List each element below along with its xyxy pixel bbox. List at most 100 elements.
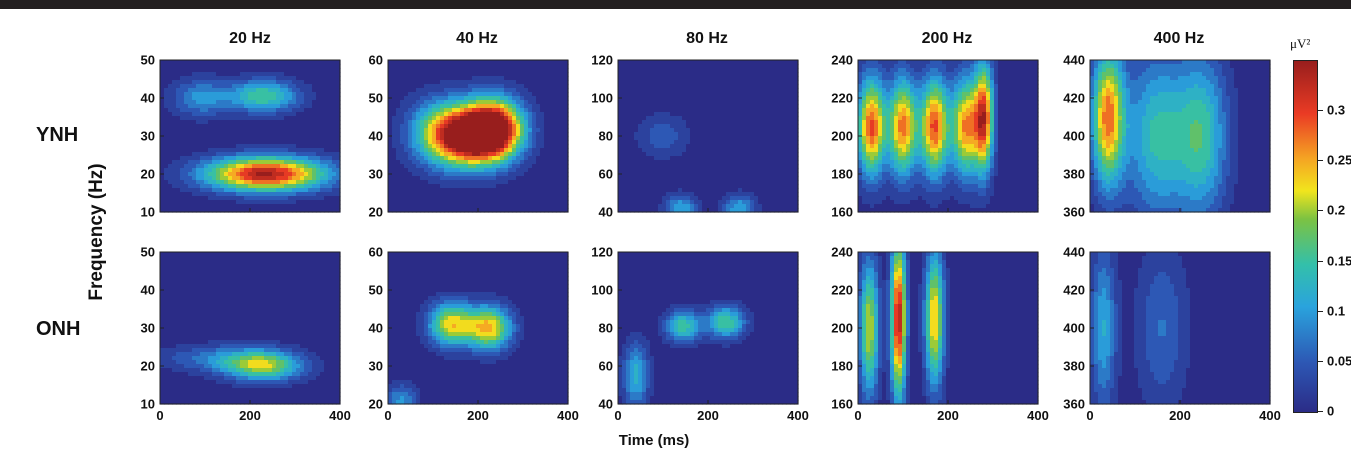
heatmap-cell [666, 144, 671, 149]
heatmap-cell [722, 92, 727, 97]
heatmap-cell [754, 200, 759, 205]
heatmap-cell [730, 84, 735, 89]
heatmap-cell [336, 64, 341, 69]
heatmap-cell [464, 108, 469, 113]
heatmap-cell [512, 60, 517, 65]
heatmap-cell [770, 156, 775, 161]
heatmap-cell [658, 140, 663, 145]
heatmap-cell [678, 136, 683, 141]
heatmap-cell [220, 152, 225, 157]
heatmap-cell [496, 196, 501, 201]
heatmap-cell [248, 188, 253, 193]
heatmap-cell [646, 80, 651, 85]
heatmap-cell [682, 204, 687, 209]
heatmap-cell [738, 192, 743, 197]
heatmap-cell [408, 72, 413, 77]
heatmap-cell [224, 88, 229, 93]
heatmap-cell [268, 172, 273, 177]
heatmap-cell [172, 184, 177, 189]
heatmap-cell [204, 104, 209, 109]
heatmap-cell [308, 112, 313, 117]
heatmap-cell [630, 96, 635, 101]
heatmap-cell [204, 160, 209, 165]
heatmap-cell [200, 104, 205, 109]
heatmap-cell [208, 188, 213, 193]
heatmap-cell [654, 80, 659, 85]
heatmap-cell [532, 140, 537, 145]
heatmap-cell [678, 156, 683, 161]
heatmap-cell [722, 132, 727, 137]
heatmap-cell [188, 156, 193, 161]
heatmap-cell [556, 156, 561, 161]
heatmap-cell [552, 136, 557, 141]
heatmap-cell [650, 124, 655, 129]
heatmap-cell [324, 60, 329, 65]
heatmap-cell [264, 84, 269, 89]
heatmap-cell [316, 132, 321, 137]
heatmap-cell [520, 132, 525, 137]
heatmap-cell [464, 172, 469, 177]
heatmap-cell [244, 140, 249, 145]
heatmap-cell [168, 200, 173, 205]
heatmap-cell [396, 204, 401, 209]
heatmap-cell [706, 192, 711, 197]
heatmap-cell [264, 204, 269, 209]
heatmap-cell [476, 172, 481, 177]
heatmap-cell [204, 92, 209, 97]
heatmap-cell [630, 192, 635, 197]
heatmap-cell [224, 188, 229, 193]
heatmap-cell [670, 76, 675, 81]
heatmap-cell [564, 116, 569, 121]
heatmap-cell [236, 116, 241, 121]
heatmap-cell [288, 168, 293, 173]
heatmap-cell [532, 132, 537, 137]
heatmap-cell [500, 96, 505, 101]
heatmap-cell [718, 168, 723, 173]
heatmap-cell [420, 76, 425, 81]
heatmap-cell [172, 144, 177, 149]
heatmap-cell [484, 176, 489, 181]
heatmap-cell [622, 156, 627, 161]
heatmap-cell [220, 188, 225, 193]
heatmap-cell [324, 68, 329, 73]
heatmap-cell [560, 184, 565, 189]
heatmap-cell [240, 176, 245, 181]
heatmap-cell [650, 140, 655, 145]
heatmap-cell [320, 172, 325, 177]
heatmap-cell [758, 108, 763, 113]
heatmap-cell [432, 200, 437, 205]
heatmap-cell [332, 112, 337, 117]
heatmap-cell [312, 208, 317, 213]
heatmap-cell [432, 140, 437, 145]
heatmap-cell [312, 72, 317, 77]
y-tick-label: 40 [369, 129, 383, 144]
heatmap-cell [284, 88, 289, 93]
heatmap-cell [464, 160, 469, 165]
heatmap-cell [180, 144, 185, 149]
heatmap-cell [556, 208, 561, 213]
heatmap-cell [770, 136, 775, 141]
heatmap-cell [316, 144, 321, 149]
heatmap-cell [216, 156, 221, 161]
heatmap-cell [196, 156, 201, 161]
heatmap-cell [730, 176, 735, 181]
heatmap-cell [320, 208, 325, 213]
heatmap-cell [388, 92, 393, 97]
heatmap-cell [516, 96, 521, 101]
heatmap-cell [400, 112, 405, 117]
heatmap-cell [468, 168, 473, 173]
heatmap-cell [738, 60, 743, 65]
heatmap-cell [332, 204, 337, 209]
heatmap-cell [626, 200, 631, 205]
heatmap-cell [296, 200, 301, 205]
heatmap-cell [706, 172, 711, 177]
heatmap-cell [212, 164, 217, 169]
heatmap-cell [770, 148, 775, 153]
heatmap-cell [670, 68, 675, 73]
heatmap-cell [730, 92, 735, 97]
heatmap-cell [300, 172, 305, 177]
heatmap-cell [730, 68, 735, 73]
heatmap-cell [388, 180, 393, 185]
heatmap-cell [734, 140, 739, 145]
heatmap-cell [694, 100, 699, 105]
